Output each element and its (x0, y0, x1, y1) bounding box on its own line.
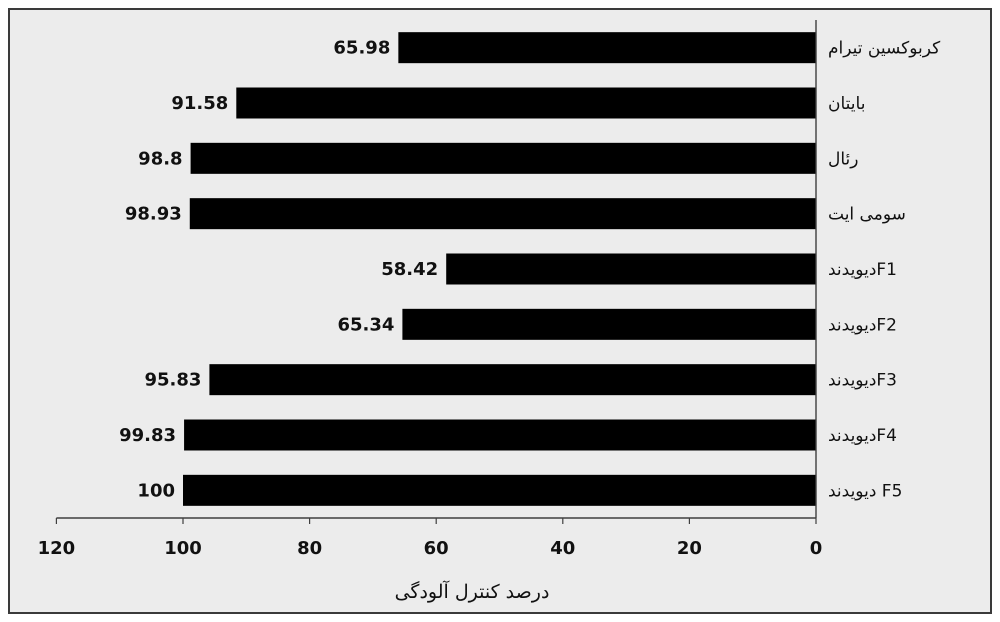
category-label: کربوکسین تیرام (828, 39, 941, 59)
x-tick-label: 100 (164, 538, 202, 559)
bar-chart: 65.98 91.58 98.8 98.93 58.42 65.34 95.83 99.83 1… (38, 20, 941, 603)
bar (398, 32, 816, 64)
category-label: بایتان (828, 94, 865, 114)
bar (189, 198, 817, 230)
bar (236, 87, 817, 119)
bar-value-label: 91.58 (171, 93, 228, 114)
category-labels-layer: کربوکسین تیرام بایتان رئال سومی ایت دیویدندF… (828, 39, 941, 502)
bars-layer (183, 32, 817, 506)
x-axis: 120 100 80 60 40 20 0 (38, 20, 823, 559)
bar-value-label: 100 (137, 480, 175, 501)
category-label: دیویدندF4 (828, 426, 897, 446)
bar (209, 364, 816, 396)
bar-value-label: 65.34 (337, 314, 394, 335)
x-axis-title: درصد کنترل آلودگی (395, 580, 550, 603)
category-label: دیویدند F5 (828, 481, 902, 501)
category-label: دیویدندF1 (828, 260, 897, 280)
x-tick-label: 0 (810, 538, 823, 559)
x-tick-label: 60 (424, 538, 449, 559)
bar-value-label: 98.93 (125, 204, 182, 225)
bar (184, 419, 816, 451)
bar (190, 142, 816, 174)
category-label: رئال (828, 149, 858, 169)
category-label: دیویدندF2 (828, 315, 897, 335)
bar (183, 474, 816, 506)
x-tick-label: 80 (297, 538, 322, 559)
value-labels-layer: 65.98 91.58 98.8 98.93 58.42 65.34 95.83 99.83 1… (119, 38, 438, 502)
bar (446, 253, 816, 285)
bar-value-label: 99.83 (119, 425, 176, 446)
category-label: دیویدندF3 (828, 371, 897, 391)
category-label: سومی ایت (828, 205, 906, 225)
x-tick-label: 120 (38, 538, 76, 559)
bar-value-label: 98.8 (138, 148, 182, 169)
chart-frame: 65.98 91.58 98.8 98.93 58.42 65.34 95.83 99.83 1… (8, 8, 992, 614)
x-tick-label: 40 (550, 538, 575, 559)
bar-value-label: 58.42 (381, 259, 438, 280)
bar-value-label: 95.83 (144, 370, 201, 391)
x-tick-label: 20 (677, 538, 702, 559)
bar-value-label: 65.98 (333, 38, 390, 59)
bar (402, 308, 816, 340)
x-ticks-layer: 120 100 80 60 40 20 0 (38, 518, 823, 559)
